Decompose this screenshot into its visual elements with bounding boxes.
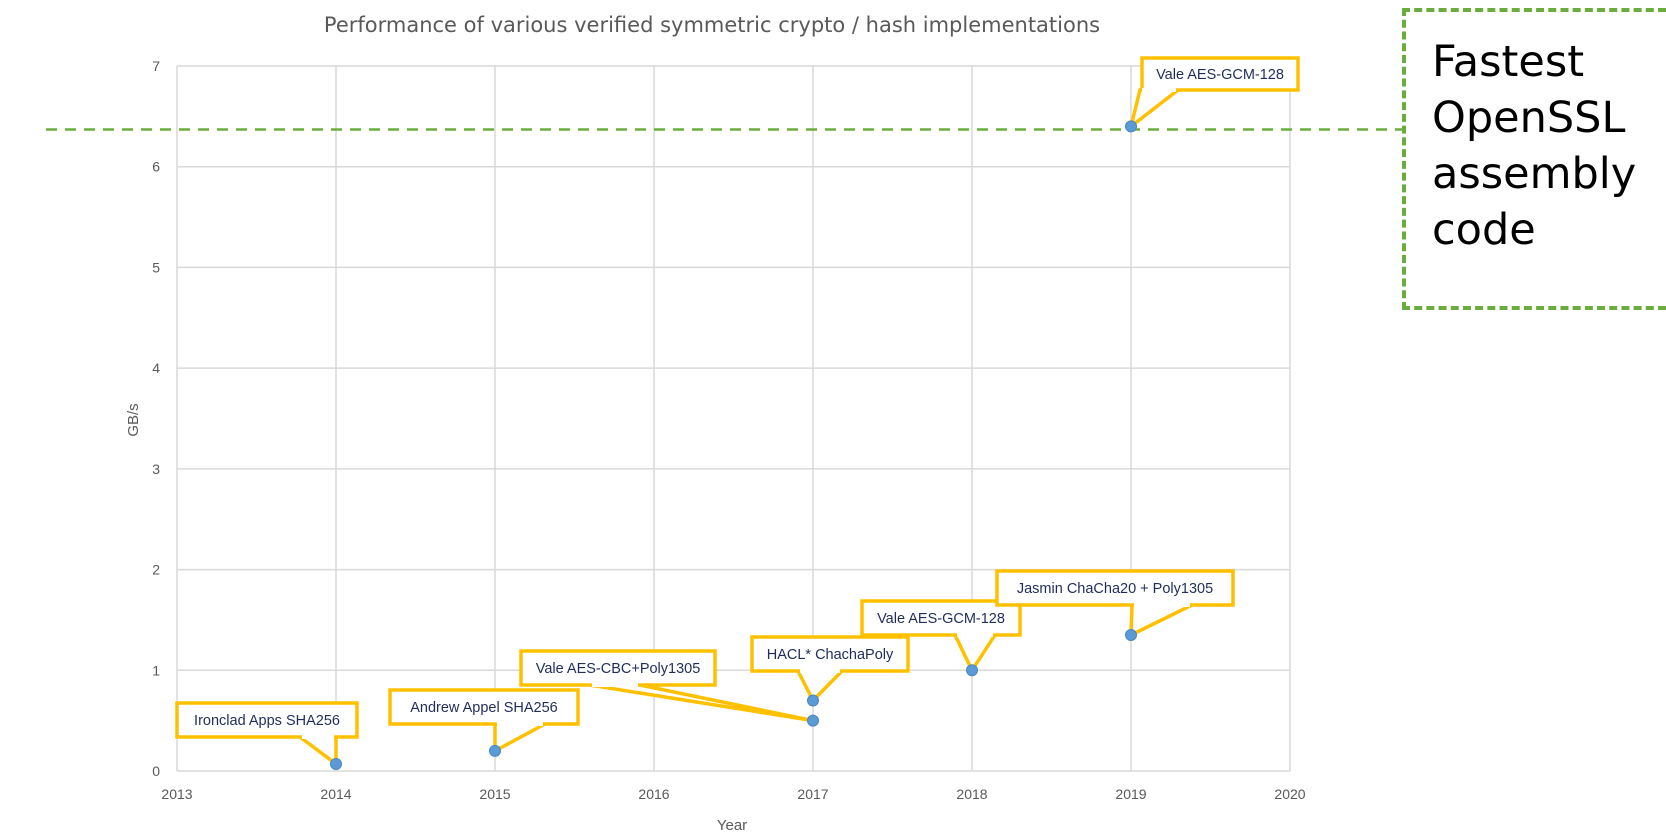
y-tick-label: 4 [152, 360, 160, 376]
callout-box [388, 688, 580, 726]
data-label: Andrew Appel SHA256 [410, 700, 558, 716]
x-tick-label: 2019 [1115, 786, 1146, 802]
x-tick-label: 2018 [956, 786, 987, 802]
callout-leader [1128, 88, 1184, 131]
grid-lines [176, 65, 1291, 772]
data-label: Vale AES-GCM-128 [1156, 67, 1284, 83]
data-point [1125, 120, 1137, 133]
data-point [1125, 629, 1137, 642]
callout-leader [795, 669, 847, 704]
chart-title: Performance of various verified symmetri… [324, 13, 1100, 37]
callout-leader [952, 633, 999, 674]
y-tick-label: 6 [152, 159, 160, 175]
reference-annotation-box: Fastest OpenSSL assembly code [1402, 8, 1666, 310]
y-tick-label: 1 [152, 662, 160, 678]
data-label: Ironclad Apps SHA256 [194, 713, 340, 729]
y-tick-label: 2 [152, 562, 160, 578]
data-point [966, 664, 978, 677]
x-tick-label: 2013 [161, 786, 192, 802]
callout-box [860, 599, 1022, 637]
y-tick-labels: 0 1 2 3 4 5 6 7 [152, 58, 160, 779]
callout-leaders [294, 88, 1193, 768]
data-label: Jasmin ChaCha20 + Poly1305 [1017, 581, 1213, 597]
y-tick-label: 3 [152, 461, 160, 477]
data-label: Vale AES-CBC+Poly1305 [536, 661, 701, 677]
y-tick-label: 5 [152, 259, 160, 275]
data-label: Vale AES-GCM-128 [877, 611, 1005, 627]
callout-leader [493, 722, 546, 754]
callout-box [995, 569, 1235, 607]
callout-box [1140, 56, 1300, 92]
callout-leader [294, 735, 338, 768]
data-point [489, 744, 501, 757]
callout-leader [589, 683, 814, 723]
y-tick-label: 0 [152, 763, 160, 779]
callout-box [175, 701, 359, 739]
y-axis-title: GB/s [125, 403, 142, 436]
data-point [330, 757, 342, 770]
reference-annotation-text: Fastest OpenSSL assembly code [1432, 37, 1637, 255]
x-tick-label: 2016 [638, 786, 669, 802]
data-points [330, 120, 1137, 770]
data-label: HACL* ChachaPoly [767, 647, 894, 663]
x-tick-labels: 2013 2014 2015 2016 2017 2018 2019 2020 [161, 786, 1305, 802]
callout-labels: Ironclad Apps SHA256 Andrew Appel SHA256 V… [175, 56, 1300, 739]
callout-leader [1129, 603, 1193, 638]
data-point [807, 694, 819, 707]
x-tick-label: 2015 [479, 786, 510, 802]
x-axis-title: Year [717, 817, 747, 834]
x-tick-label: 2017 [797, 786, 828, 802]
data-point [807, 714, 819, 727]
x-tick-label: 2014 [320, 786, 351, 802]
y-tick-label: 7 [152, 58, 160, 74]
x-tick-label: 2020 [1274, 786, 1305, 802]
callout-box [519, 649, 717, 687]
